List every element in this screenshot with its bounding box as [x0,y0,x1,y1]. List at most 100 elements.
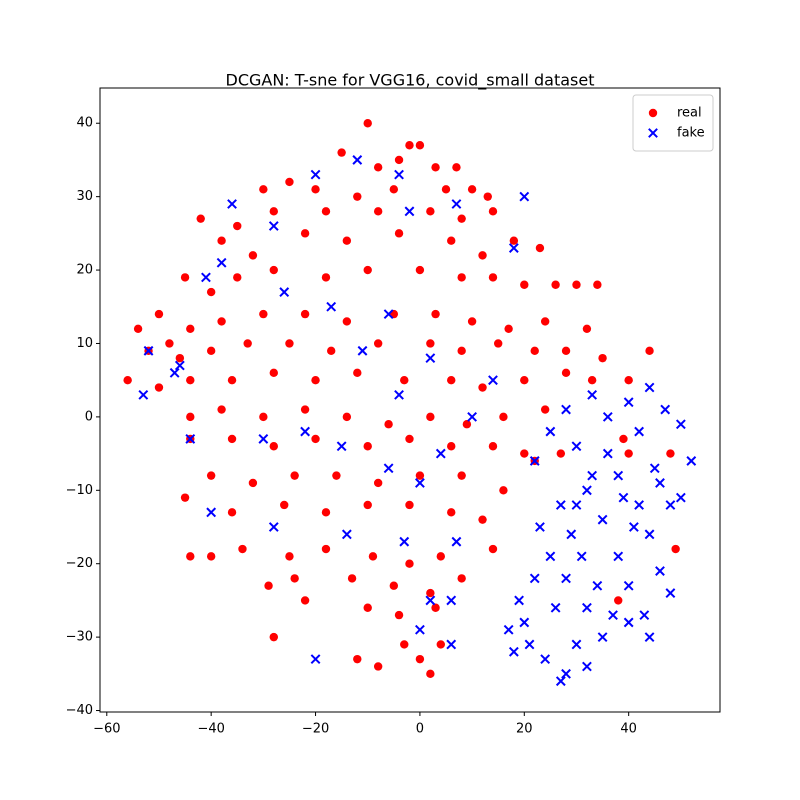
point [499,412,508,422]
x-marker [310,169,321,180]
point [259,412,268,422]
x-marker [508,646,519,657]
point [363,265,372,275]
point [175,353,185,363]
point [462,420,472,429]
x-marker [571,500,582,510]
y-tick-label: −40 [66,703,93,718]
point [483,192,492,201]
x-marker [644,529,655,540]
point [186,412,195,422]
point [300,596,310,605]
point [467,317,477,326]
point [280,500,289,510]
point [363,500,372,510]
point [504,324,513,333]
point [415,654,425,664]
x-tick-label: −40 [197,722,224,737]
point [645,346,654,356]
x-marker [608,610,618,621]
x-marker [597,514,608,525]
chart-title: DCGAN: T-sne for VGG16, covid_small data… [226,71,595,91]
point [614,596,623,605]
point [624,449,633,458]
point [431,309,440,319]
legend-marker [648,128,658,138]
point [300,229,310,238]
x-marker [582,485,592,496]
x-marker [326,301,337,312]
x-marker [561,668,571,679]
point [436,640,445,649]
point [311,185,320,194]
point [363,442,372,451]
point [551,280,560,289]
x-marker [649,463,660,474]
point [353,654,362,664]
x-marker [451,199,462,209]
point [233,221,242,231]
x-marker [555,500,566,510]
point [540,317,550,326]
point [457,214,466,223]
point [582,324,592,333]
x-marker [415,624,425,635]
point [342,412,352,422]
point [196,214,205,223]
x-marker [587,470,598,481]
point [457,471,466,480]
x-marker [488,375,498,386]
point [363,119,372,128]
x-marker [404,206,415,217]
point [572,280,581,289]
point [478,251,487,260]
point [373,339,383,348]
point [488,207,498,216]
point [311,375,320,385]
point [593,280,602,289]
point [666,449,675,458]
point [154,309,164,319]
y-tick-label: 0 [85,409,93,424]
x-marker [623,617,634,628]
x-marker [665,588,676,598]
x-marker [425,353,436,364]
point [154,383,164,392]
point [259,309,268,319]
x-tick-label: 0 [416,722,424,737]
point [447,442,456,451]
y-tick-label: −20 [66,556,93,571]
x-marker [519,617,530,628]
point [353,192,362,201]
point [394,610,404,620]
point [238,544,247,554]
x-marker [592,580,603,591]
point [206,346,216,356]
point [447,508,456,517]
point [426,669,435,679]
x-marker [185,434,196,444]
x-marker [555,676,566,687]
x-marker [665,500,676,510]
point [493,339,503,348]
x-marker [352,155,363,165]
point [561,368,571,378]
x-marker [174,360,185,371]
x-marker [143,345,154,356]
x-marker [634,500,645,510]
point [457,273,466,282]
x-marker [613,551,624,562]
x-marker [258,434,269,444]
point [520,449,529,458]
points [123,119,697,687]
x-marker [529,456,540,466]
point [180,493,190,502]
point [248,478,258,488]
point [243,339,252,348]
x-marker [639,610,650,621]
point [321,273,331,282]
point [394,155,404,165]
point [227,508,237,517]
point [269,368,278,378]
point [342,236,352,245]
